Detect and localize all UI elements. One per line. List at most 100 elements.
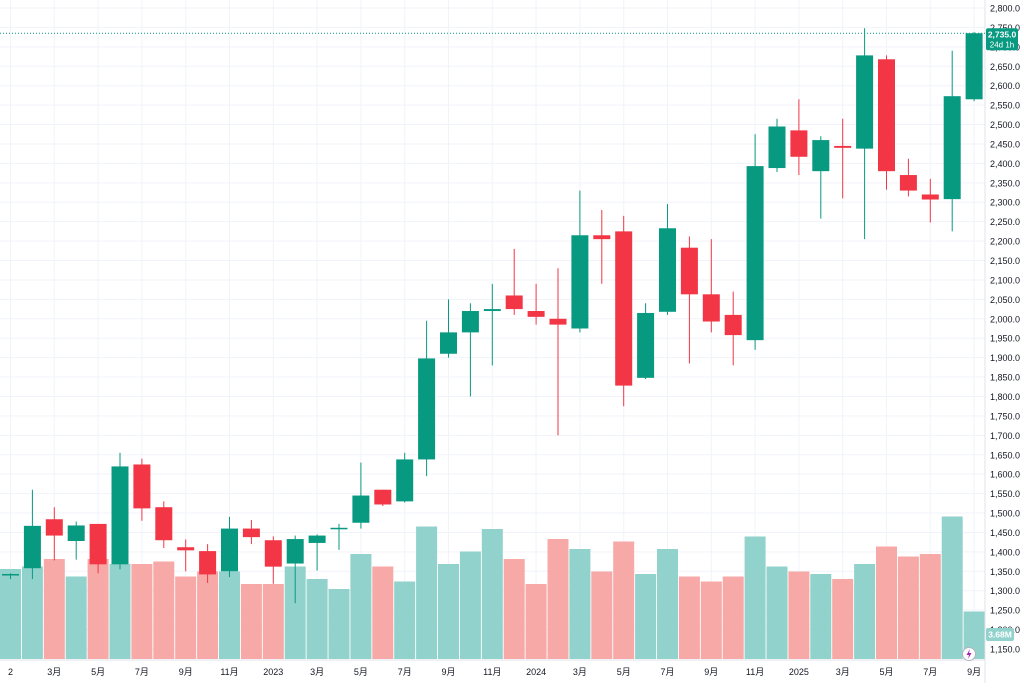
volume-bar [657, 549, 678, 659]
candle-body [396, 459, 414, 502]
y-tick-label: 2,800.0 [990, 4, 1020, 14]
candle-body [746, 166, 764, 341]
x-tick-label: 5月 [879, 667, 893, 677]
volume-bar [306, 579, 328, 659]
y-tick-label: 2,300.0 [990, 198, 1020, 208]
candle-body [45, 519, 63, 536]
candle-body [571, 235, 589, 329]
volume-bar [591, 571, 613, 659]
candle-body [812, 140, 830, 172]
x-tick-label: 3月 [573, 667, 587, 677]
candle-body [221, 528, 238, 572]
volume-bar [153, 561, 175, 659]
x-tick-label: 2025 [789, 667, 809, 677]
volume-bar [569, 549, 591, 659]
y-tick-label: 1,650.0 [990, 450, 1020, 460]
candle-body [549, 318, 567, 325]
y-tick-label: 1,400.0 [990, 547, 1020, 557]
x-tick-label: 3月 [47, 667, 61, 677]
y-tick-label: 2,450.0 [990, 139, 1020, 149]
y-tick-label: 1,250.0 [990, 606, 1020, 616]
candle-body [724, 314, 742, 336]
volume-bar [0, 569, 21, 659]
x-tick-label: 11月 [483, 667, 501, 677]
volume-bar [416, 526, 438, 659]
candle-body [965, 33, 983, 100]
last-price-badge [986, 28, 1018, 51]
candle-body [89, 523, 107, 565]
x-tick-label: 9月 [704, 667, 718, 677]
volume-bar [372, 566, 394, 659]
y-tick-label: 1,950.0 [990, 334, 1020, 344]
y-tick-label: 1,550.0 [990, 489, 1020, 499]
candle-body [308, 535, 326, 543]
x-tick-label: 2 [8, 667, 13, 677]
candle-body [702, 294, 720, 322]
y-tick-label: 2,050.0 [990, 295, 1020, 305]
volume-bar [197, 571, 219, 659]
y-tick-label: 2,150.0 [990, 256, 1020, 266]
y-tick-label: 1,500.0 [990, 509, 1020, 519]
x-tick-label: 11月 [220, 667, 238, 677]
volume-bar [854, 564, 876, 659]
volume-bar [109, 564, 131, 659]
candle-body [286, 539, 304, 564]
volume-bar [21, 566, 43, 659]
candle-body [264, 540, 282, 567]
x-tick-label: 11月 [746, 667, 764, 677]
x-tick-label: 2023 [263, 667, 283, 677]
y-tick-label: 2,550.0 [990, 101, 1020, 111]
volume-bar [43, 559, 65, 659]
y-tick-label: 1,300.0 [990, 586, 1020, 596]
x-tick-label: 9月 [179, 667, 193, 677]
volume-bar [87, 559, 109, 659]
candle-body [23, 525, 41, 569]
y-tick-label: 1,850.0 [990, 373, 1020, 383]
volume-bar [919, 554, 941, 659]
volume-bar [525, 584, 547, 659]
volume-bar [131, 564, 153, 659]
volume-bar [219, 571, 240, 659]
y-tick-label: 2,400.0 [990, 159, 1020, 169]
volume-bar [810, 574, 832, 659]
candle-body [790, 130, 808, 157]
candles [2, 28, 983, 604]
x-tick-label: 5月 [91, 667, 105, 677]
y-tick-label: 2,650.0 [990, 62, 1020, 72]
volume-bar [766, 566, 788, 659]
x-tick-label: 9月 [441, 667, 455, 677]
y-tick-label: 1,450.0 [990, 528, 1020, 538]
y-tick-label: 2,250.0 [990, 217, 1020, 227]
candle-body [374, 489, 392, 505]
last-price-value: 2,735.0 [988, 29, 1017, 39]
candle-body [242, 528, 260, 538]
y-tick-label: 1,150.0 [990, 645, 1020, 655]
volume-bar [876, 546, 897, 659]
volume-bar [481, 529, 503, 659]
x-tick-label: 5月 [354, 667, 368, 677]
candle-body [834, 145, 852, 148]
y-tick-label: 1,900.0 [990, 353, 1020, 363]
candle-body [483, 309, 501, 312]
candle-body [593, 235, 611, 240]
candle-body [856, 55, 874, 149]
y-tick-label: 1,750.0 [990, 411, 1020, 421]
y-tick-label: 2,500.0 [990, 120, 1020, 130]
volume-bar [394, 581, 416, 659]
y-tick-label: 1,600.0 [990, 470, 1020, 480]
volume-bar [700, 581, 722, 659]
candle-body [440, 332, 457, 354]
candle-body [921, 194, 939, 200]
volume-bar [284, 566, 306, 659]
x-tick-label: 2024 [526, 667, 546, 677]
candle-body [111, 466, 129, 565]
x-tick-label: 7月 [398, 667, 412, 677]
volume-bar [788, 571, 810, 659]
x-tick-label: 9月 [967, 667, 981, 677]
x-tick-label: 7月 [135, 667, 149, 677]
volume-bar [722, 576, 744, 659]
